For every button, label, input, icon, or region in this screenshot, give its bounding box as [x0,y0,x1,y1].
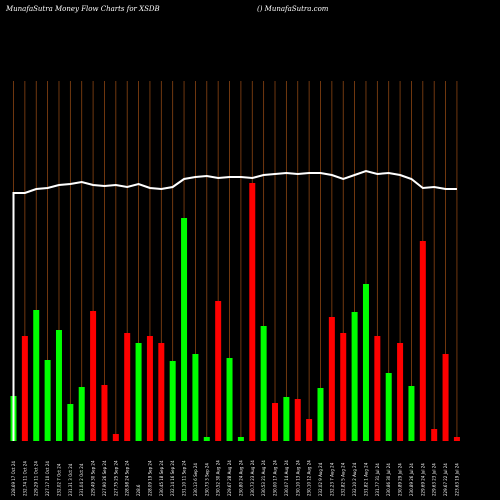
x-tick-label: 227.17 10 Oct 24 [45,461,50,496]
bar-20 [226,358,233,441]
x-tick-label: 230.45 18 Sep 24 [159,460,164,496]
x-tick-label: 229.29 11 Oct 24 [34,461,39,496]
bar-6 [67,404,74,441]
x-tick-label: 228.09 19 Sep 24 [147,460,152,496]
bar-39 [442,354,449,441]
bar-15 [169,361,176,441]
x-tick-label: 230.73 23 Aug 24 [250,460,255,496]
x-tick-label: 232.02 7 Oct 24 [56,463,61,496]
x-tick-label: 229.63 23 Jul 24 [432,463,437,496]
bar-7 [78,387,85,441]
bar-40 [453,437,460,441]
bar-11 [124,333,131,441]
x-tick-label: 230.89 29 Jul 24 [398,463,403,496]
x-tick-label: 230.53 21 Aug 24 [261,460,266,496]
bar-9 [101,385,108,441]
x-tick-label: 230.10 12 Aug 24 [307,460,312,496]
bar-17 [192,354,199,441]
x-tick-label: 232.14 16 Sep 24 [170,460,175,496]
x-tick-label: 230.80 24 Aug 24 [238,460,243,496]
bar-21 [237,437,244,441]
x-tick-label: 230.10 13 Aug 24 [295,460,300,496]
bar-27 [306,419,313,441]
x-tick-label: 232.74 11 Oct 24 [22,461,27,496]
x-tick-label: 229.67 22 Jul 24 [443,463,448,496]
x-tick-label: 231.77 31 Jul 24 [375,463,380,496]
x-tick-label: 230.13 6 Sep 24 [193,463,198,496]
bar-13 [146,336,153,441]
bar-12 [135,343,142,441]
bar-19 [215,301,222,441]
x-tick-label: 231.31 3 Oct 24 [68,463,73,496]
bar-30 [340,333,347,441]
x-tick-label: 229.49 30 Sep 24 [91,460,96,496]
bar-37 [419,241,426,441]
x-tick-label: 229.69 24 Jul 24 [420,463,425,496]
bar-25 [283,397,290,441]
x-tick-label: 231.82 1 Aug 24 [363,462,368,496]
bar-22 [249,183,256,441]
x-tick-label: 230.89 26 Jul 24 [409,463,414,496]
bar-24 [272,403,279,441]
bar-18 [203,437,210,441]
x-tick-label: 227.75 25 Sep 24 [113,460,118,496]
bar-31 [351,312,358,441]
bar-10 [112,434,119,441]
bar-2 [21,336,28,441]
bar-5 [55,330,62,441]
x-tick-label: 228.6 [136,484,141,496]
bars-group [10,183,460,441]
bar-38 [431,429,438,441]
bar-33 [374,336,381,441]
x-tick-label: 232.23 7 Aug 24 [329,462,334,496]
bar-4 [44,360,51,441]
x-tick-label: 230.00 17 Aug 24 [273,460,278,496]
bar-36 [408,386,415,441]
x-tick-label: 231.10 11 Sep 24 [182,460,187,496]
x-tick-label: 231.04 2 Oct 24 [79,463,84,496]
x-tick-label: 229.67 28 Aug 24 [227,460,232,496]
bar-23 [260,326,267,441]
bar-28 [317,388,324,441]
bar-8 [90,311,97,441]
x-tick-label: 228.69 17 Oct 24 [11,461,16,496]
bar-3 [33,310,40,441]
site-credit: () MunafaSutra.com [257,5,329,13]
x-tick-label: 228.98 24 Sep 24 [125,460,130,496]
bar-14 [158,343,165,441]
bar-26 [294,399,301,441]
x-tick-labels: 228.69 17 Oct 24 232.74 11 Oct 24 229.29 1… [11,460,459,496]
x-tick-label: 232.10 2 Aug 24 [352,462,357,496]
bar-35 [397,343,404,441]
chart-title: MunafaSutra Money Flow Charts for XSDB [5,5,160,13]
x-tick-label: 232.82 5 Aug 24 [341,462,346,496]
x-tick-label: 230.73 3 Sep 24 [204,463,209,496]
x-tick-label: 232.02 9 Aug 24 [318,462,323,496]
x-tick-label: 230.07 14 Aug 24 [284,460,289,496]
x-tick-label: 230.86 30 Jul 24 [386,463,391,496]
x-tick-label: 223.63 19 Jul 24 [454,463,459,496]
x-tick-label: 227.90 26 Sep 24 [102,460,107,496]
x-tick-label: 230.52 30 Aug 24 [216,460,221,496]
bar-29 [328,317,335,441]
price-line [12,169,457,441]
bar-34 [385,373,392,441]
bar-16 [181,218,188,441]
bar-32 [362,284,369,441]
